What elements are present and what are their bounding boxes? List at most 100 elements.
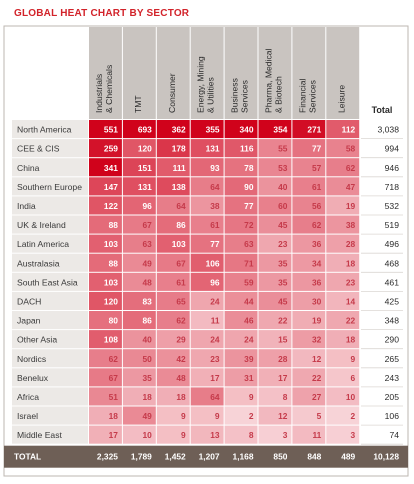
- cell-value: 67: [142, 220, 152, 230]
- heat-cell: [224, 330, 258, 349]
- heat-cell: [89, 368, 122, 387]
- heat-cell: [292, 120, 326, 139]
- row-total: 532: [385, 201, 400, 211]
- cell-value: 86: [142, 316, 152, 326]
- cell-value: 72: [244, 220, 254, 230]
- heat-cell: [89, 177, 122, 196]
- heat-cell: [258, 330, 292, 349]
- cell-value: 24: [210, 296, 220, 306]
- heat-cell: [89, 349, 122, 368]
- heat-cell: [122, 311, 156, 330]
- heat-cell: [190, 368, 224, 387]
- row-label-bg: [12, 120, 88, 139]
- heat-cell: [326, 387, 360, 406]
- column-header-bg: [190, 27, 224, 119]
- column-header-bg: [326, 27, 360, 119]
- heat-cell: [292, 139, 326, 158]
- heat-cell: [156, 139, 190, 158]
- row-label-bg: [12, 158, 88, 177]
- cell-value: 61: [210, 220, 220, 230]
- footer-value: 489: [341, 452, 355, 462]
- heat-cell: [89, 120, 122, 139]
- cell-value: 362: [172, 125, 186, 135]
- heat-cell: [156, 387, 190, 406]
- column-header-label: Pharma, Medical& Biotech: [263, 48, 283, 113]
- cell-value: 19: [346, 201, 356, 211]
- column-header-line: Energy, Mining: [196, 56, 206, 113]
- row-label-bg: [12, 215, 88, 234]
- row-label: UK & Ireland: [17, 220, 66, 230]
- row-total: 348: [385, 316, 400, 326]
- heat-cell: [89, 139, 122, 158]
- cell-value: 14: [346, 296, 356, 306]
- heat-cell: [258, 406, 292, 425]
- cell-value: 29: [176, 335, 186, 345]
- heat-cell: [122, 330, 156, 349]
- column-header-line: Leisure: [336, 85, 346, 113]
- cell-value: 67: [109, 373, 119, 383]
- cell-value: 64: [210, 392, 220, 402]
- cell-value: 49: [142, 258, 152, 268]
- cell-value: 71: [244, 258, 254, 268]
- row-label-bg: [12, 387, 88, 406]
- heat-cell: [292, 406, 326, 425]
- cell-value: 17: [278, 373, 288, 383]
- row-label: North America: [17, 125, 72, 135]
- cell-value: 18: [142, 392, 152, 402]
- row-label-bg: [12, 368, 88, 387]
- heat-cell: [122, 406, 156, 425]
- heat-cell: [326, 291, 360, 310]
- cell-value: 45: [278, 220, 288, 230]
- cell-value: 12: [278, 411, 288, 421]
- cell-value: 340: [240, 125, 254, 135]
- cell-value: 42: [176, 354, 186, 364]
- cell-value: 22: [312, 373, 322, 383]
- cell-value: 65: [176, 296, 186, 306]
- row-label-bg: [12, 311, 88, 330]
- cell-value: 34: [312, 258, 322, 268]
- cell-value: 62: [312, 220, 322, 230]
- cell-value: 38: [210, 201, 220, 211]
- heat-cell: [156, 177, 190, 196]
- cell-value: 90: [244, 182, 254, 192]
- cell-value: 62: [176, 316, 186, 326]
- cell-value: 88: [109, 258, 119, 268]
- row-total: 265: [385, 354, 400, 364]
- cell-value: 18: [109, 411, 119, 421]
- cell-value: 77: [312, 144, 322, 154]
- heat-cell: [224, 387, 258, 406]
- cell-value: 60: [278, 201, 288, 211]
- cell-value: 151: [138, 163, 152, 173]
- heat-cell: [326, 406, 360, 425]
- column-header-line: Services: [307, 80, 317, 113]
- column-header-label: BusinessServices: [230, 78, 250, 113]
- row-label: Benelux: [17, 373, 49, 383]
- heat-cell: [258, 120, 292, 139]
- row-label-bg: [12, 330, 88, 349]
- cell-value: 80: [109, 316, 119, 326]
- cell-value: 44: [244, 296, 254, 306]
- cell-value: 2: [351, 411, 356, 421]
- heat-cell: [258, 425, 292, 444]
- heat-cell: [122, 120, 156, 139]
- heat-cell: [224, 196, 258, 215]
- row-label: South East Asia: [17, 277, 78, 287]
- cell-value: 38: [346, 220, 356, 230]
- heat-cell: [224, 291, 258, 310]
- cell-value: 2: [249, 411, 254, 421]
- column-header-label: Industrials& Chemicals: [94, 65, 114, 113]
- cell-value: 23: [346, 277, 356, 287]
- heat-cell: [190, 215, 224, 234]
- cell-value: 551: [104, 125, 118, 135]
- heat-cell: [258, 349, 292, 368]
- heat-cell: [156, 291, 190, 310]
- chart-frame: [3, 25, 409, 477]
- cell-value: 28: [346, 239, 356, 249]
- heat-cell: [122, 215, 156, 234]
- cell-value: 61: [176, 277, 186, 287]
- cell-value: 24: [244, 335, 254, 345]
- cell-value: 31: [244, 373, 254, 383]
- row-label-bg: [12, 291, 88, 310]
- cell-value: 24: [210, 335, 220, 345]
- cell-value: 8: [283, 392, 288, 402]
